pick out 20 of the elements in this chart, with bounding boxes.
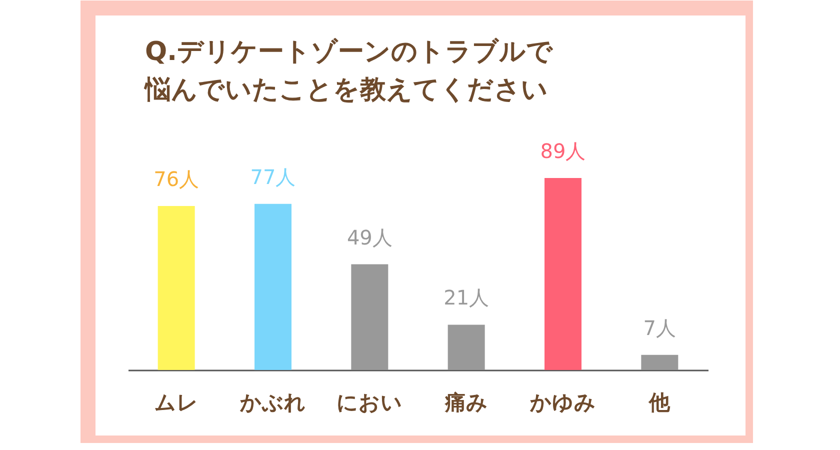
x-tick-label: におい xyxy=(336,390,403,414)
data-label: 77人 xyxy=(250,164,296,189)
bar xyxy=(448,324,485,370)
x-tick-label: かぶれ xyxy=(239,390,306,414)
data-label: 76人 xyxy=(154,167,200,192)
data-label: 49人 xyxy=(346,225,392,250)
bar xyxy=(254,204,292,370)
bar xyxy=(351,264,388,370)
bar xyxy=(544,178,582,370)
bar xyxy=(641,354,678,370)
text: 悩んでいたことを教えてください xyxy=(145,75,548,105)
x-tick-label: ムレ xyxy=(154,390,198,414)
data-label: 89人 xyxy=(540,139,586,163)
x-tick-label: 他 xyxy=(648,390,672,414)
data-label: 7人 xyxy=(643,316,676,340)
x-tick-label: かゆみ xyxy=(529,390,596,414)
data-label: 21人 xyxy=(444,286,490,310)
bar xyxy=(158,206,195,370)
text: Q.デリケートゾーンのトラブルで xyxy=(145,37,553,67)
x-tick-label: 痛み xyxy=(444,390,488,414)
